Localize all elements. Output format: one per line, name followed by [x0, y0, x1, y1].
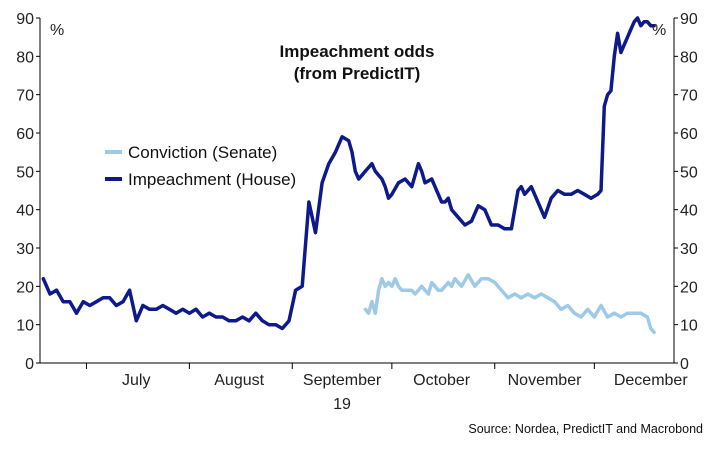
y-tick-label-right: 30: [680, 241, 698, 258]
x-tick-label: October: [413, 372, 471, 389]
x-tick-label: November: [508, 372, 582, 389]
x-tick-label: August: [214, 372, 264, 389]
y-tick-label-left: 60: [16, 126, 34, 143]
y-tick-label-left: 90: [16, 11, 34, 28]
legend-label-conviction: Conviction (Senate): [128, 143, 277, 162]
chart-title: Impeachment odds: [280, 42, 435, 61]
series-line-impeachment: [41, 16, 656, 331]
y-tick-label-right: 90: [680, 11, 698, 28]
y-tick-label-right: 20: [680, 279, 698, 296]
left-unit-label: %: [50, 22, 64, 39]
x-tick-label: December: [614, 372, 688, 389]
y-tick-label-left: 10: [16, 318, 34, 335]
x-tick-label: July: [122, 372, 150, 389]
y-tick-label-right: 40: [680, 203, 698, 220]
legend-label-impeachment: Impeachment (House): [128, 170, 296, 189]
right-unit-label: %: [652, 22, 666, 39]
chart-subtitle: (from PredictIT): [294, 64, 421, 83]
y-tick-label-right: 50: [680, 164, 698, 181]
x-year-label: 19: [333, 396, 351, 413]
y-tick-label-left: 40: [16, 203, 34, 220]
y-tick-label-right: 10: [680, 318, 698, 335]
y-tick-label-left: 50: [16, 164, 34, 181]
y-tick-label-left: 0: [25, 356, 34, 373]
y-tick-label-left: 80: [16, 49, 34, 66]
y-tick-label-right: 80: [680, 49, 698, 66]
y-tick-label-left: 70: [16, 88, 34, 105]
y-tick-label-left: 30: [16, 241, 34, 258]
series-layer: [41, 16, 656, 335]
y-tick-label-right: 70: [680, 88, 698, 105]
series-line-conviction: [363, 273, 656, 335]
legend: Conviction (Senate) Impeachment (House): [105, 143, 296, 189]
source-note: Source: Nordea, PredictIT and Macrobond: [468, 422, 703, 436]
y-tick-label-right: 0: [680, 356, 689, 373]
x-tick-label: September: [303, 372, 382, 389]
y-tick-label-right: 60: [680, 126, 698, 143]
axes: 0 0 10 10 20 20 30 30 40 40 50 50 60 60 70 70 80 80 90 90 Ju…: [16, 11, 698, 413]
y-tick-label-left: 20: [16, 279, 34, 296]
